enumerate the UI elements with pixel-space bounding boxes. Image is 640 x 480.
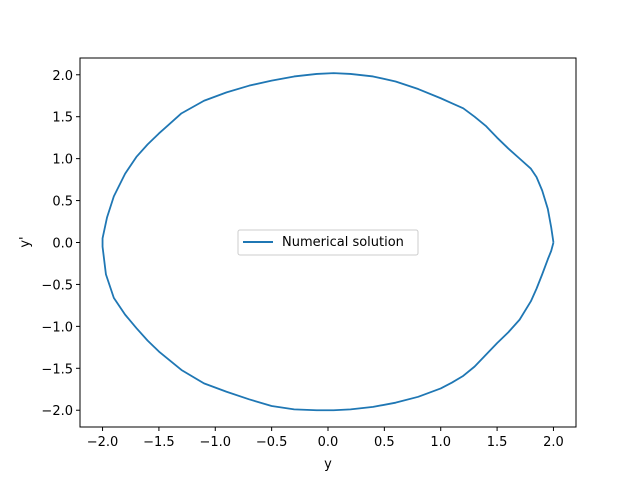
y-tick-label: 1.0 <box>52 153 73 168</box>
x-tick-label: −0.5 <box>256 435 288 450</box>
legend-box <box>237 229 419 256</box>
y-tick-label: 2.0 <box>52 69 73 84</box>
x-tick-label: −2.0 <box>87 435 119 450</box>
x-tick-label: −1.5 <box>143 435 175 450</box>
legend-label: Numerical solution <box>282 235 404 250</box>
y-tick-label: −1.0 <box>41 320 73 335</box>
y-axis-ticks: −2.0 −1.5 −1.0 −0.5 0.0 0.5 1.0 1.5 2.0 <box>41 69 80 419</box>
y-tick-label: −0.5 <box>41 278 73 293</box>
y-tick-label: −2.0 <box>41 404 73 419</box>
legend: Numerical solution <box>237 229 419 256</box>
x-tick-label: −1.0 <box>199 435 231 450</box>
y-tick-label: −1.5 <box>41 362 73 377</box>
x-tick-label: 0.0 <box>318 435 339 450</box>
series-line <box>101 72 555 412</box>
y-tick-label: 0.0 <box>52 237 73 252</box>
x-axis-label: y <box>324 457 332 472</box>
x-tick-label: 2.0 <box>543 435 564 450</box>
x-tick-label: 1.5 <box>487 435 508 450</box>
y-tick-label: 0.5 <box>52 195 73 210</box>
x-axis-ticks: −2.0 −1.5 −1.0 −0.5 0.0 0.5 1.0 1.5 2.0 <box>87 427 564 450</box>
series-layer <box>101 72 555 412</box>
y-tick-label: 1.5 <box>52 111 73 126</box>
x-tick-label: 1.0 <box>430 435 451 450</box>
y-axis-label: y' <box>18 236 33 247</box>
x-tick-label: 0.5 <box>374 435 395 450</box>
